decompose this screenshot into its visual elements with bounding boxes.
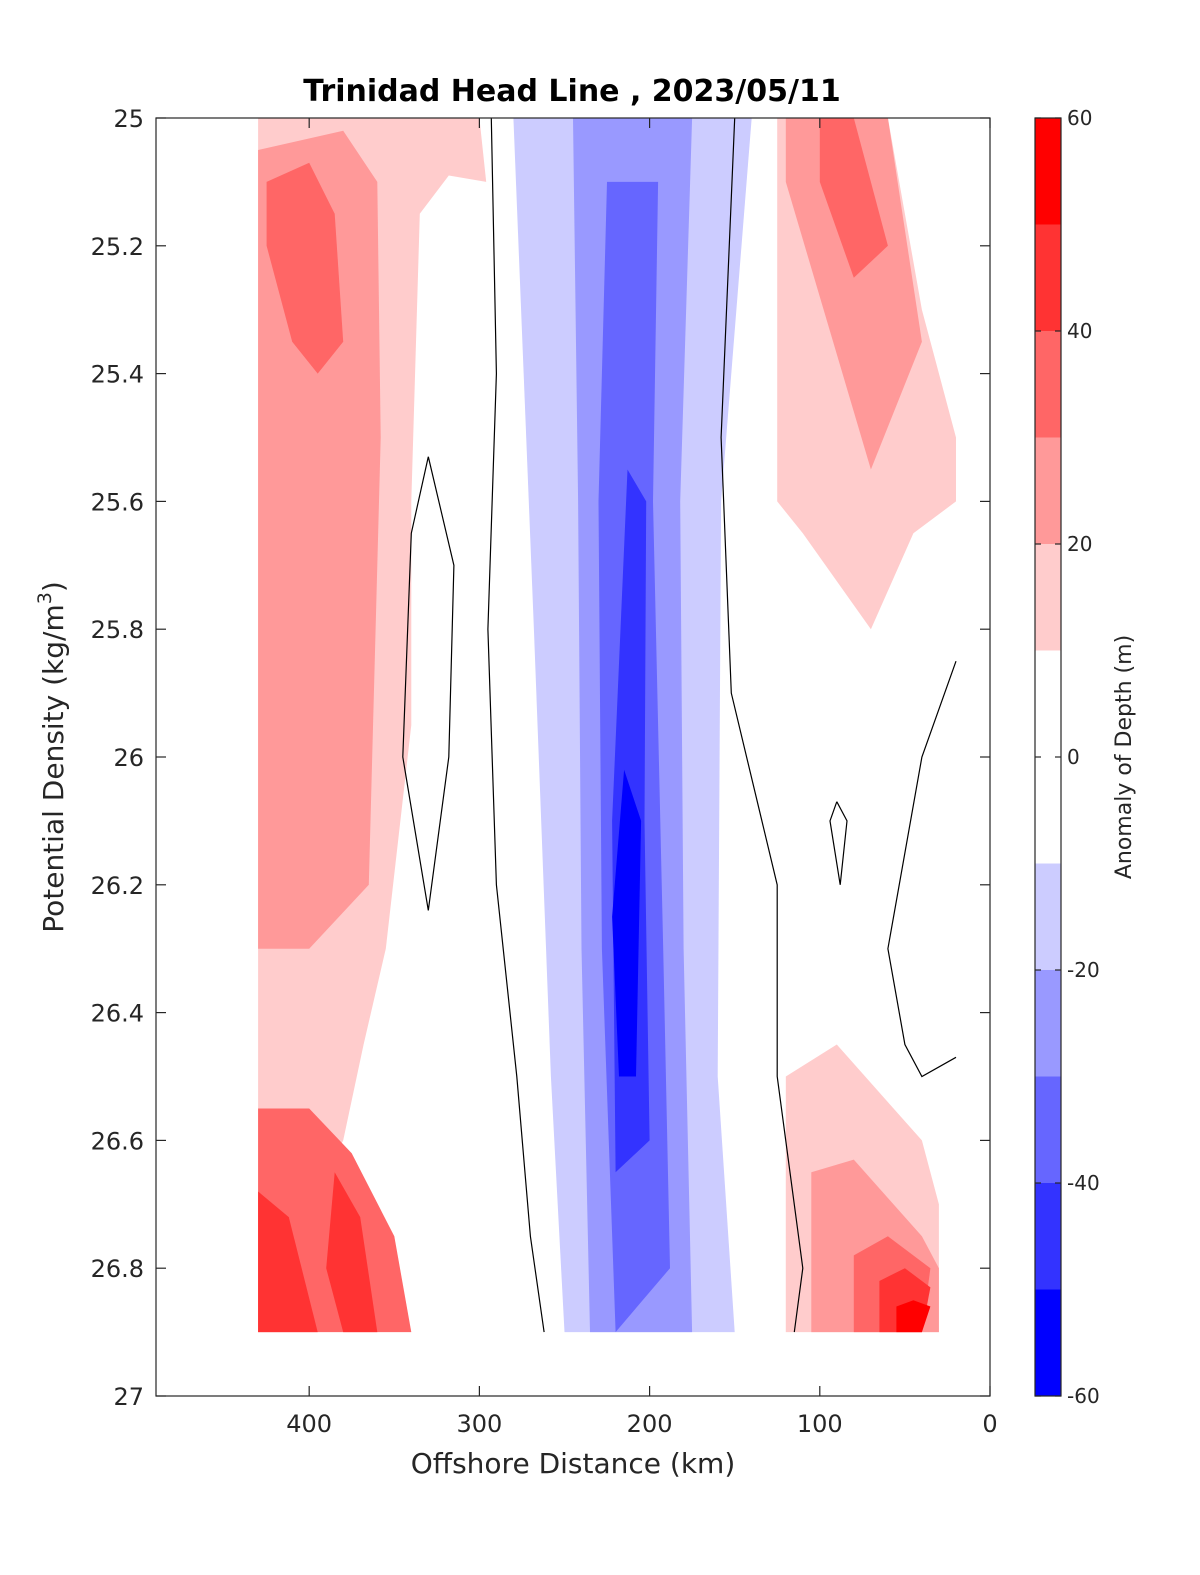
colorbar-tick-label: -20	[1067, 958, 1100, 982]
y-tick-label: 26.4	[91, 1000, 144, 1028]
y-axis-label-superscript: 3	[34, 592, 56, 604]
colorbar-band	[1035, 970, 1061, 1077]
contour-region-18	[896, 1300, 931, 1333]
colorbar-band	[1035, 118, 1061, 225]
y-axis-label: Potential Density (kg/m3)	[34, 581, 70, 933]
contour-region-10	[612, 769, 642, 1077]
y-tick-label: 25.2	[91, 233, 144, 261]
colorbar-band	[1035, 1076, 1061, 1183]
y-tick-label: 25.4	[91, 361, 144, 389]
y-axis-label-main: Potential Density (kg/m	[37, 604, 70, 933]
y-axis-label-close: )	[37, 581, 70, 592]
colorbar-band	[1035, 1183, 1061, 1290]
x-tick-label: 200	[627, 1410, 673, 1438]
colorbar-band	[1035, 437, 1061, 544]
filled-contours	[258, 118, 956, 1333]
zero-contour-lines	[402, 117, 957, 1333]
colorbar-band	[1035, 544, 1061, 651]
y-tick-label: 26.2	[91, 872, 144, 900]
colorbar-tick-label: -60	[1067, 1384, 1100, 1408]
colorbar-tick-label: 0	[1067, 745, 1080, 769]
colorbar-label: Anomaly of Depth (m)	[1112, 635, 1137, 879]
contour-region-12	[785, 118, 922, 470]
x-tick-label: 400	[286, 1410, 332, 1438]
contour-region-1	[258, 130, 381, 949]
zero-contour-1	[720, 117, 804, 1333]
colorbar-tick-label: -40	[1067, 1171, 1100, 1195]
y-tick-label: 26	[113, 744, 144, 772]
y-axis-ticks: 25 25.2 25.4 25.6 25.8 26 26.2 26.4 26.6 26.8 27	[91, 105, 990, 1411]
colorbar-band	[1035, 863, 1061, 970]
colorbar-tick-label: 20	[1067, 532, 1092, 556]
colorbar-band	[1035, 224, 1061, 331]
contour-region-4	[258, 1191, 318, 1333]
contour-region-2	[266, 162, 344, 374]
zero-contour-3	[829, 801, 848, 885]
colorbar-bands	[1035, 118, 1061, 1396]
colorbar: 60 40 20 0 -20 -40 -60 Anomaly of Depth (m)	[1034, 106, 1137, 1408]
contour-region-5	[326, 1172, 378, 1333]
colorbar-band	[1035, 331, 1061, 438]
plot-area: 400 300 200 100 0 25 25.2 25.4 25.6 25.8 26 26.2 26…	[91, 105, 998, 1438]
x-tick-label: 0	[982, 1410, 997, 1438]
colorbar-tick-label: 60	[1067, 106, 1092, 130]
x-axis-ticks: 400 300 200 100 0	[286, 118, 998, 1438]
y-tick-label: 26.8	[91, 1255, 144, 1283]
colorbar-tick-label: 40	[1067, 319, 1092, 343]
x-tick-label: 100	[797, 1410, 843, 1438]
y-tick-label: 26.6	[91, 1127, 144, 1155]
zero-contour-2	[402, 456, 455, 911]
contour-region-13	[819, 118, 888, 278]
x-tick-label: 300	[456, 1410, 502, 1438]
y-tick-label: 25.6	[91, 488, 144, 516]
zero-contour-0	[487, 117, 545, 1333]
x-axis-label: Offshore Distance (km)	[411, 1447, 736, 1480]
y-tick-label: 25.8	[91, 616, 144, 644]
y-tick-label: 27	[113, 1383, 144, 1411]
colorbar-ticks: 60 40 20 0 -20 -40 -60	[1035, 106, 1100, 1408]
y-tick-label: 25	[113, 105, 144, 133]
zero-contour-4	[887, 660, 957, 1078]
chart-title: Trinidad Head Line , 2023/05/11	[303, 74, 840, 109]
colorbar-band	[1035, 1289, 1061, 1396]
